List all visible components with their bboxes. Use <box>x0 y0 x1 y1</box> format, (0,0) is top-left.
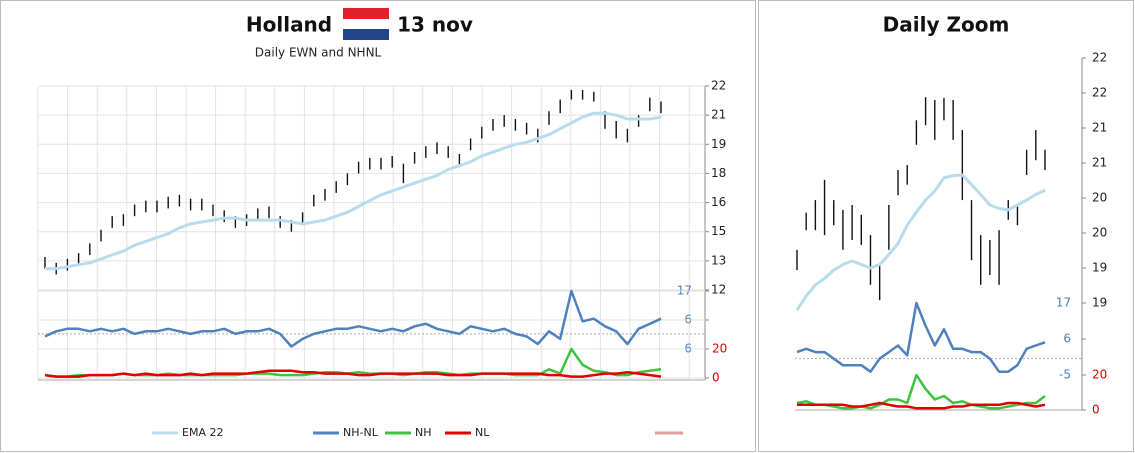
tick-label: 20 <box>1092 368 1107 382</box>
series-line <box>796 301 1046 373</box>
tick-label: 12 <box>711 283 726 297</box>
tick-label: 13 <box>711 253 726 267</box>
tick-label: 16 <box>711 195 726 209</box>
legend-label: EMA 22 <box>182 426 223 439</box>
tick-label: 18 <box>711 166 726 180</box>
right-panel <box>758 0 1134 452</box>
tick-label: 15 <box>711 224 726 238</box>
flag <box>343 8 389 40</box>
legend-label: NH-NL <box>343 426 379 439</box>
legend-label: NH <box>415 426 432 439</box>
tick-label: -5 <box>1059 368 1071 382</box>
tick-label: 0 <box>1092 403 1100 417</box>
tick-label: 21 <box>1092 156 1107 170</box>
series-line <box>797 401 1046 410</box>
tick-label: 19 <box>1092 261 1107 275</box>
chart-title: Daily Zoom <box>883 13 1010 37</box>
tick-label: 19 <box>711 137 726 151</box>
tick-label: 17 <box>1056 296 1071 310</box>
tick-label: 6 <box>1063 332 1071 346</box>
tick-label: 0 <box>712 371 720 385</box>
flag-blue <box>343 29 389 40</box>
tick-label: 21 <box>1092 121 1107 135</box>
left-panel <box>0 0 756 452</box>
tick-label: 20 <box>1092 226 1107 240</box>
tick-label: 22 <box>1092 86 1107 100</box>
chart-title: Holland <box>246 13 332 37</box>
chart-date: 13 nov <box>397 13 473 37</box>
series-line <box>795 173 1046 311</box>
chart-subtitle: Daily EWN and NHNL <box>255 46 382 60</box>
tick-label: 21 <box>711 108 726 122</box>
flag-red <box>343 8 389 19</box>
legend-label: NL <box>475 426 490 439</box>
tick-label: 22 <box>711 79 726 93</box>
series-line <box>796 373 1046 410</box>
tick-label: 20 <box>712 342 727 356</box>
series-line <box>44 289 662 348</box>
tick-label: 22 <box>1092 51 1107 65</box>
flag-white <box>343 19 389 29</box>
tick-label: 20 <box>1092 191 1107 205</box>
tick-label: 19 <box>1092 296 1107 310</box>
series-line <box>45 111 662 271</box>
series-line <box>44 369 662 378</box>
